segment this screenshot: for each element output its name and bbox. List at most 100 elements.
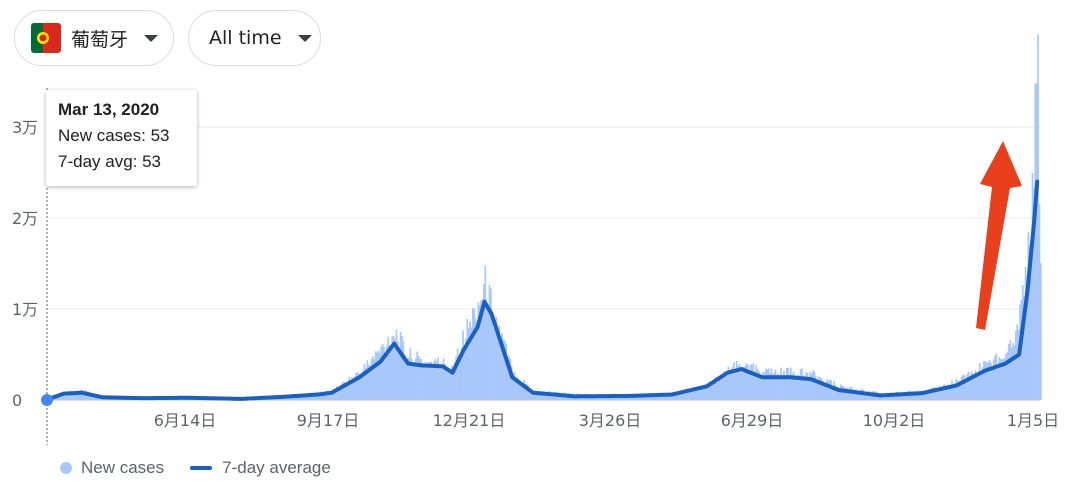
case-bar	[810, 374, 813, 400]
case-bar	[748, 371, 751, 400]
case-bar	[640, 395, 642, 400]
case-bar	[855, 389, 857, 400]
case-bar	[490, 288, 492, 400]
case-bar	[791, 374, 794, 400]
x-tick-label: 12月21日	[433, 411, 506, 430]
case-bar	[63, 391, 66, 400]
case-bar	[766, 369, 769, 400]
case-bar	[430, 361, 432, 400]
case-bar	[353, 376, 356, 400]
case-bar	[680, 391, 682, 400]
case-bar	[927, 390, 930, 400]
case-bar	[699, 388, 702, 400]
case-bar	[819, 376, 821, 400]
case-bar	[83, 391, 85, 400]
case-bar	[780, 367, 782, 400]
case-bar	[348, 376, 351, 400]
case-bar	[402, 341, 405, 400]
case-bar	[509, 358, 512, 400]
case-bar	[484, 265, 487, 400]
case-bar	[476, 324, 478, 400]
case-bar	[385, 346, 388, 400]
case-bar	[78, 390, 81, 400]
case-bar	[328, 390, 331, 400]
case-bar	[62, 394, 64, 400]
case-bar	[371, 356, 374, 400]
case-bar	[401, 335, 403, 400]
time-range-selector[interactable]: All time	[188, 10, 321, 66]
case-bar	[958, 381, 960, 400]
case-bar	[419, 358, 421, 400]
case-bar	[721, 377, 724, 400]
case-bar	[969, 376, 971, 400]
case-bar	[903, 392, 906, 400]
case-bar	[951, 380, 953, 400]
case-bar	[483, 284, 485, 400]
case-bar	[498, 325, 501, 400]
case-bar	[505, 343, 507, 400]
case-bar	[683, 390, 685, 400]
case-bar	[503, 340, 506, 400]
case-bar	[502, 339, 505, 400]
y-tick-label: 3万	[12, 118, 38, 137]
case-bar	[537, 390, 539, 400]
case-bar	[835, 387, 838, 400]
case-bar	[420, 359, 423, 400]
case-bar	[727, 366, 730, 400]
case-bar	[342, 381, 345, 400]
case-bar	[678, 392, 681, 400]
case-bar	[363, 363, 366, 400]
case-bar	[713, 379, 716, 400]
case-bar	[1008, 343, 1010, 400]
case-bar	[967, 371, 970, 400]
case-bar	[837, 387, 839, 400]
case-bar	[795, 377, 798, 400]
case-bar	[991, 369, 994, 400]
case-bar	[1030, 240, 1032, 400]
case-bar	[870, 392, 873, 400]
case-bar	[741, 367, 744, 400]
case-bar	[994, 355, 996, 400]
case-bar	[710, 384, 713, 400]
case-bar	[528, 388, 531, 400]
chevron-down-icon	[144, 34, 159, 42]
case-bar	[465, 338, 467, 400]
case-bar	[480, 300, 482, 400]
case-bar	[453, 362, 456, 400]
case-bar	[451, 365, 453, 400]
case-bar	[1005, 353, 1007, 400]
case-bar	[67, 392, 70, 400]
case-bar	[1035, 83, 1038, 401]
hover-point[interactable]	[41, 394, 53, 406]
case-bar	[383, 346, 385, 400]
case-bar	[641, 395, 644, 400]
case-bar	[753, 371, 756, 400]
case-bar	[738, 363, 741, 400]
case-bar	[305, 395, 308, 400]
case-bar	[446, 369, 449, 400]
case-bar	[962, 374, 964, 400]
case-bar	[673, 393, 676, 400]
country-selector[interactable]: 葡萄牙	[14, 10, 174, 66]
case-bar	[338, 387, 341, 400]
case-bar	[437, 357, 439, 400]
case-bar	[859, 390, 862, 400]
case-bar	[920, 390, 923, 400]
case-bar	[946, 384, 949, 400]
case-bar	[828, 379, 831, 400]
case-bar	[303, 395, 306, 400]
case-bar	[759, 376, 762, 400]
case-bar	[335, 385, 338, 400]
case-bar	[988, 360, 991, 400]
case-bar	[535, 392, 538, 400]
case-bar	[406, 358, 409, 400]
case-bar	[366, 360, 369, 400]
case-bar	[827, 380, 830, 400]
case-bar	[809, 371, 812, 400]
case-bar	[501, 333, 503, 400]
case-bar	[410, 358, 413, 400]
case-bar	[728, 373, 731, 400]
case-bar	[980, 372, 982, 400]
case-bar	[521, 382, 524, 400]
case-bar	[427, 362, 430, 400]
